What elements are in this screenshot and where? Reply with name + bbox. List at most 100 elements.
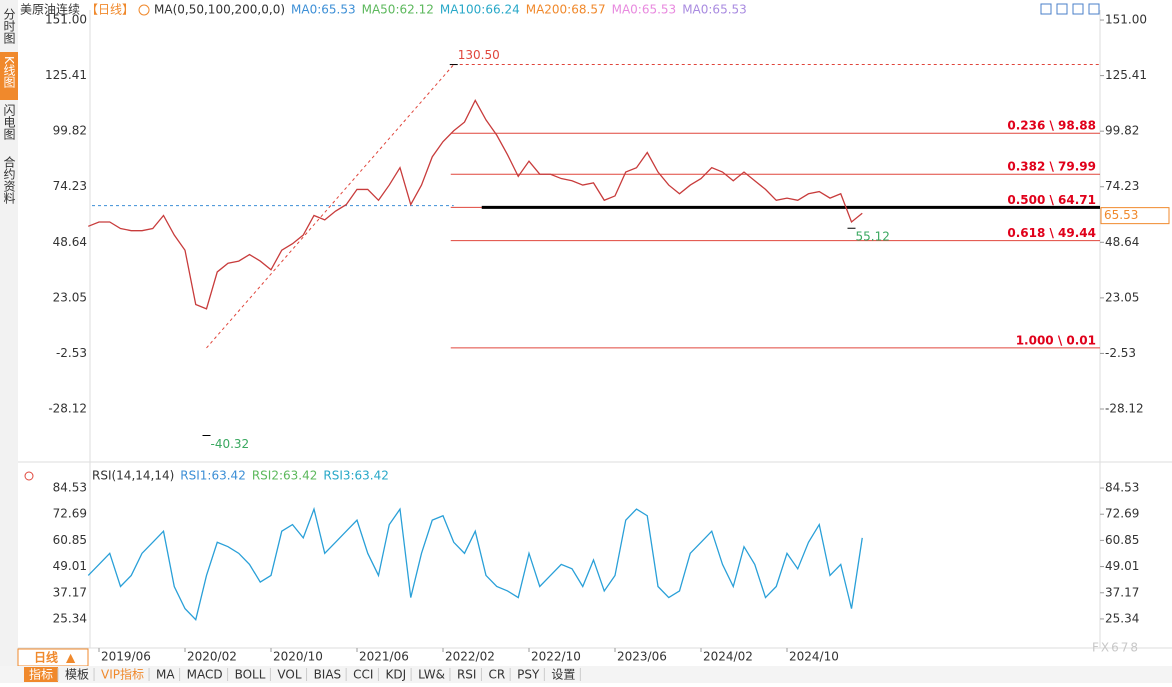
y-tick-label: 48.64 (1105, 235, 1139, 249)
y-tick-label: 74.23 (1105, 179, 1139, 193)
y-tick-label: 49.01 (1105, 559, 1139, 573)
toolbar-button[interactable]: MA (156, 668, 175, 682)
annotation-label: 130.50 (458, 48, 500, 62)
y-tick-label: 37.17 (1105, 585, 1139, 599)
toolbar-bg[interactable] (272, 667, 307, 682)
toolbar-button[interactable]: CR (488, 668, 505, 682)
toolbar-button[interactable]: 设置 (551, 668, 575, 682)
x-tick-label: 2024/10 (789, 650, 839, 664)
period-tab[interactable]: 日线 (34, 650, 58, 665)
x-tick-label: 2020/10 (273, 650, 323, 664)
toolbar-item[interactable]: CR (483, 667, 511, 682)
current-price-label: 65.53 (1104, 208, 1138, 222)
y-tick-label: 72.69 (53, 507, 87, 521)
x-tick-label: 2023/06 (617, 650, 667, 664)
y-tick-label: 99.82 (53, 124, 87, 138)
sidebar (0, 0, 18, 683)
toolbar-bg[interactable] (413, 667, 450, 682)
toolbar-item[interactable]: CCI (348, 667, 379, 682)
toolbar-button[interactable]: CCI (353, 668, 373, 682)
add-icon[interactable] (138, 4, 150, 16)
fib-label: 1.000 \ 0.01 (1016, 333, 1096, 347)
y-tick-label: 151.00 (1105, 13, 1147, 27)
toolbar-item[interactable]: MACD (181, 667, 229, 682)
annotation-label: -40.32 (211, 437, 250, 451)
y-tick-label: 99.82 (1105, 124, 1139, 138)
y-tick-label: 48.64 (53, 235, 87, 249)
sidebar-tab[interactable]: 合约资料 (2, 155, 16, 204)
sidebar-tab[interactable]: 分时图 (2, 8, 16, 44)
toolbar-bg[interactable] (308, 667, 347, 682)
toolbar-item[interactable]: 模板 (60, 667, 95, 682)
toolbar-button[interactable]: RSI (457, 668, 477, 682)
toolbar-bg[interactable] (96, 667, 150, 682)
toolbar-item[interactable]: RSI (451, 667, 482, 682)
toolbar-bg[interactable] (451, 667, 482, 682)
toolbar-item[interactable]: VIP指标 (96, 667, 150, 683)
toolbar-button[interactable]: VIP指标 (101, 667, 144, 682)
x-tick-label: 2021/06 (359, 650, 409, 664)
toolbar-button[interactable]: 模板 (65, 668, 89, 682)
toolbar-item[interactable]: MA (151, 667, 181, 682)
toolbar-item[interactable]: LW& (413, 667, 451, 682)
y-tick-label: 84.53 (53, 481, 87, 495)
sidebar-tab[interactable]: 闪电图 (2, 104, 16, 140)
toolbar-item[interactable]: VOL (272, 667, 308, 682)
icon[interactable] (1040, 3, 1052, 15)
legend-entry: MA0:65.53 (612, 3, 677, 17)
period-arrow[interactable]: ▲ (66, 651, 76, 665)
toolbar-bg[interactable] (181, 667, 228, 682)
toolbar-bg[interactable] (60, 667, 95, 682)
toolbar-item[interactable]: 设置 (546, 667, 581, 682)
toolbar-item[interactable]: PSY (512, 667, 545, 682)
series-line (87, 506, 863, 621)
toolbar-item[interactable]: BOLL (229, 667, 271, 682)
toolbar-bg[interactable] (483, 667, 511, 682)
toolbar-bg[interactable] (512, 667, 545, 682)
y-tick-label: 74.23 (53, 179, 87, 193)
fib-diagonal (206, 64, 455, 349)
y-tick-label: 72.69 (1105, 507, 1139, 521)
legend-entry: MA0:65.53 (291, 3, 356, 17)
toolbar-bg[interactable] (546, 667, 581, 682)
toolbar-item[interactable]: 指标 (24, 667, 59, 683)
y-tick-label: 84.53 (1105, 481, 1139, 495)
toolbar-button[interactable]: MACD (187, 668, 223, 682)
sidebar-tab[interactable]: K线图 (2, 56, 16, 88)
annotation-label: 55.12 (856, 230, 890, 244)
chart-subtitle: 【日线】 (86, 3, 134, 17)
y-tick-label: 25.34 (53, 611, 87, 625)
y-tick-label: 49.01 (53, 559, 87, 573)
y-tick-label: 23.05 (53, 290, 87, 304)
y-tick-label: -28.12 (1105, 402, 1144, 416)
y-tick-label: -2.53 (1105, 346, 1136, 360)
legend-entry: RSI3:63.42 (323, 469, 389, 483)
icon[interactable] (1056, 3, 1068, 15)
y-tick-label: 60.85 (53, 533, 87, 547)
toolbar-bg[interactable] (24, 667, 59, 682)
toolbar-button[interactable]: 指标 (29, 667, 53, 682)
rsi-title: RSI(14,14,14) (92, 469, 174, 483)
toolbar-button[interactable]: PSY (517, 668, 540, 682)
toolbar-bg[interactable] (151, 667, 180, 682)
watermark: FX678 (1092, 641, 1140, 655)
y-tick-label: 125.41 (1105, 68, 1147, 82)
toolbar-item[interactable]: KDJ (380, 667, 412, 682)
toolbar-button[interactable]: KDJ (385, 668, 406, 682)
y-tick-label: -28.12 (48, 402, 87, 416)
toolbar-button[interactable]: BIAS (314, 668, 342, 682)
toolbar-button[interactable]: LW& (418, 668, 445, 682)
x-tick-label: 2022/10 (531, 650, 581, 664)
toolbar-bg[interactable] (380, 667, 412, 682)
toolbar-item[interactable]: BIAS (308, 667, 347, 682)
rsi-icon[interactable] (24, 471, 34, 481)
toolbar-button[interactable]: BOLL (235, 668, 266, 682)
icon[interactable] (1072, 3, 1084, 15)
y-tick-label: 25.34 (1105, 611, 1139, 625)
y-tick-label: 151.00 (45, 13, 87, 27)
toolbar-bg[interactable] (229, 667, 271, 682)
fib-label: 0.382 \ 79.99 (1007, 160, 1096, 174)
toolbar-bg[interactable] (348, 667, 379, 682)
icon[interactable] (1088, 3, 1100, 15)
toolbar-button[interactable]: VOL (277, 668, 301, 682)
